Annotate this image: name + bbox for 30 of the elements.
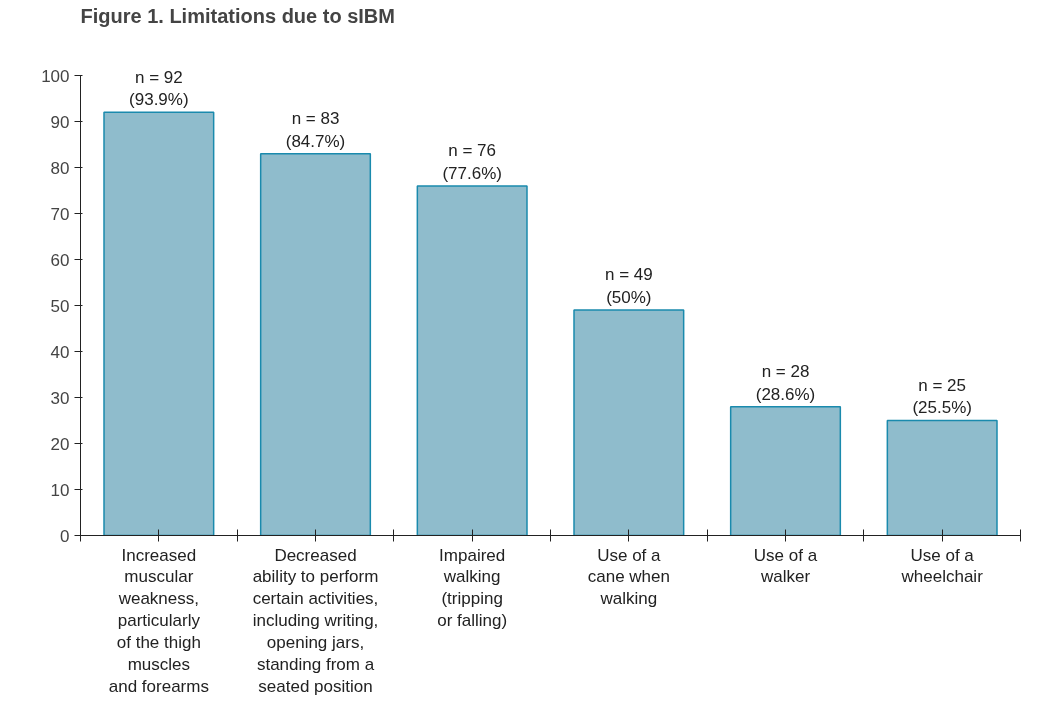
bar	[416, 185, 528, 536]
y-tick-label: 40	[50, 342, 70, 362]
data-label: n = 83 (84.7%)	[285, 108, 346, 151]
chart-title: Figure 1. Limitations due to sIBM	[80, 5, 395, 27]
data-label: n = 92 (93.9%)	[129, 67, 189, 110]
y-tick-label: 90	[50, 112, 70, 132]
x-tick-label: Decreased ability to perform certain activities, including writing, opening jars, standing from a seated position	[252, 545, 379, 696]
data-label: n = 76 (77.6%)	[442, 141, 502, 183]
y-tick-label: 20	[50, 434, 70, 454]
bar	[886, 419, 998, 536]
bar	[573, 309, 685, 536]
y-tick-label: 50	[50, 296, 70, 316]
x-tick-label: Use of a cane when walking	[587, 545, 670, 609]
y-tick-label: 60	[50, 250, 70, 270]
y-tick-label: 70	[50, 204, 70, 224]
x-tick-label: Use of a walker	[753, 545, 818, 587]
bar	[729, 405, 842, 536]
y-tick-label: 80	[50, 158, 70, 178]
y-tick-label: 100	[41, 66, 70, 86]
x-tick-label: Impaired walking (tripping or falling)	[437, 545, 508, 631]
y-tick-label: 30	[50, 388, 70, 408]
x-tick-label: Use of a wheelchair	[900, 545, 984, 587]
data-label: n = 49 (50%)	[604, 265, 653, 308]
bar	[259, 152, 372, 536]
data-label: n = 25 (25.5%)	[912, 375, 972, 418]
data-label: n = 28 (28.6%)	[755, 361, 816, 404]
x-tick-label: Increased muscular weakness, particularly of the thigh muscles and forearms	[108, 545, 209, 696]
y-tick-label: 10	[50, 480, 70, 500]
y-tick-label: 0	[60, 526, 70, 546]
bar	[103, 111, 215, 536]
